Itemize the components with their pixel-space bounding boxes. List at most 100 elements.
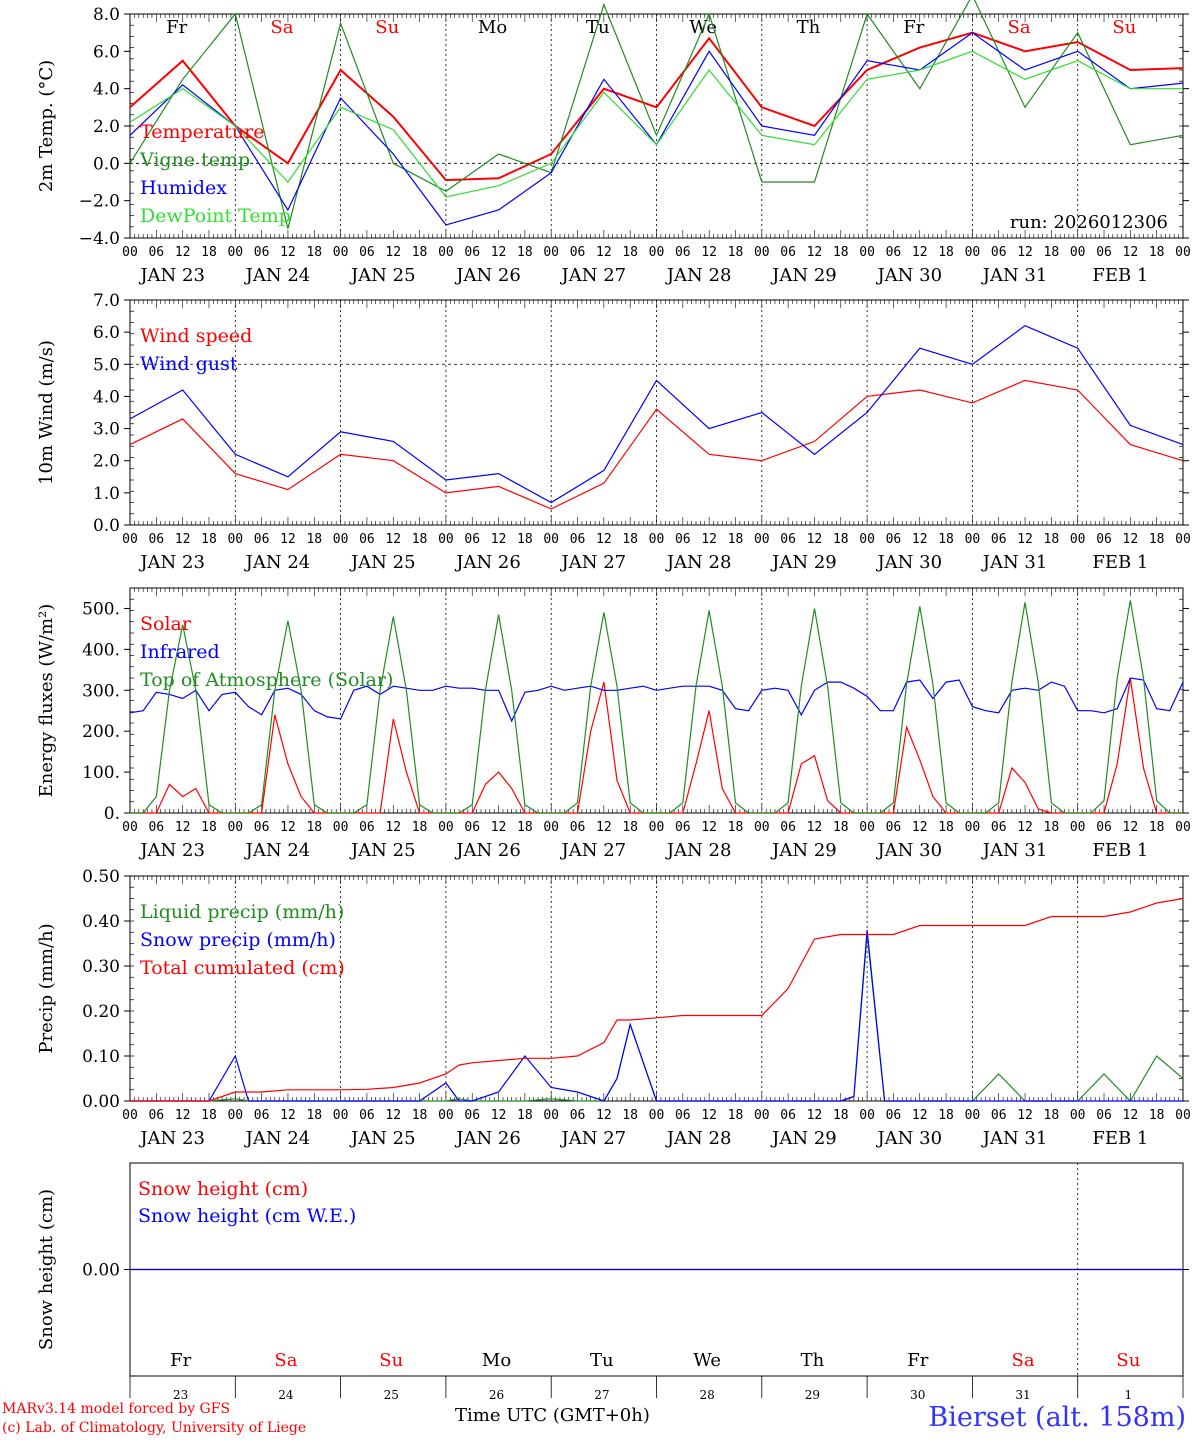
x-hour-label: 06 (991, 532, 1007, 547)
x-hour-label: 06 (464, 245, 480, 260)
x-hour-label: 00 (754, 532, 770, 547)
x-hour-label: 00 (122, 245, 138, 260)
legend-entry: Snow height (cm) (138, 1178, 308, 1200)
x-hour-label: 12 (1017, 1108, 1033, 1123)
x-hour-label: 06 (991, 245, 1007, 260)
x-hour-label: 06 (359, 820, 375, 835)
x-hour-label: 12 (701, 1108, 717, 1123)
x-hour-label: 00 (333, 245, 349, 260)
x-hour-label: 18 (728, 1108, 744, 1123)
x-hour-label: 18 (412, 245, 428, 260)
legend-entry: Solar (140, 613, 192, 635)
y-tick-label: 6.0 (93, 323, 120, 343)
y-tick-label: 4.0 (93, 387, 120, 407)
weekday-label: Fr (907, 1350, 928, 1371)
weekday-label: Tu (590, 1350, 614, 1371)
x-hour-label: 12 (491, 245, 507, 260)
y-tick-label: 0.00 (82, 1092, 120, 1112)
x-hour-label: 12 (385, 532, 401, 547)
y-tick-label: 300. (82, 681, 120, 701)
day-number-label: 28 (700, 1388, 715, 1402)
x-date-label: JAN 27 (560, 1128, 627, 1149)
y-tick-label: 0.0 (93, 516, 120, 536)
legend-entry: Vigne temp (139, 149, 250, 171)
weekday-label: Mo (482, 1350, 511, 1371)
day-number-label: 30 (910, 1388, 925, 1402)
x-hour-label: 18 (412, 1108, 428, 1123)
x-date-label: JAN 28 (665, 265, 732, 286)
legend-entry: Humidex (140, 177, 227, 199)
y-tick-label: 8.0 (93, 5, 120, 25)
credit-line-1: MARv3.14 model forced by GFS (2, 1401, 231, 1417)
x-hour-label: 00 (1175, 820, 1191, 835)
x-hour-label: 06 (148, 1108, 164, 1123)
x-hour-label: 12 (1017, 532, 1033, 547)
series-line-total-cumulated-cm- (130, 897, 1184, 1102)
x-hour-label: 18 (1044, 820, 1060, 835)
x-hour-label: 00 (859, 820, 875, 835)
x-hour-label: 00 (1175, 1108, 1191, 1123)
x-hour-label: 06 (675, 532, 691, 547)
x-hour-label: 18 (1149, 1108, 1165, 1123)
y-tick-label: 0.50 (82, 867, 120, 887)
x-date-label: JAN 26 (454, 552, 521, 573)
x-hour-label: 00 (543, 245, 559, 260)
x-hour-label: 12 (385, 1108, 401, 1123)
x-hour-label: 06 (991, 1108, 1007, 1123)
x-date-label: JAN 30 (875, 1128, 942, 1149)
x-hour-label: 18 (1149, 532, 1165, 547)
weekday-label: Fr (166, 17, 187, 38)
x-date-label: JAN 26 (454, 1128, 521, 1149)
x-hour-label: 06 (675, 245, 691, 260)
x-hour-label: 18 (833, 245, 849, 260)
x-hour-label: 06 (359, 532, 375, 547)
x-hour-label: 12 (1123, 245, 1139, 260)
series-line-wind-speed (129, 379, 1184, 510)
x-hour-label: 18 (201, 532, 217, 547)
x-date-label: JAN 23 (138, 265, 205, 286)
x-hour-label: 18 (306, 532, 322, 547)
x-hour-label: 18 (517, 532, 533, 547)
x-hour-label: 06 (359, 1108, 375, 1123)
x-date-label: FEB 1 (1092, 1128, 1148, 1149)
x-hour-label: 12 (807, 820, 823, 835)
x-date-label: JAN 25 (349, 1128, 416, 1149)
x-hour-label: 18 (728, 245, 744, 260)
x-hour-label: 06 (254, 532, 270, 547)
x-hour-label: 06 (570, 245, 586, 260)
x-hour-label: 18 (938, 820, 954, 835)
x-date-label: JAN 24 (244, 840, 311, 861)
x-hour-label: 18 (622, 245, 638, 260)
series-line-humidex (129, 31, 1184, 226)
x-hour-label: 00 (543, 532, 559, 547)
x-hour-label: 18 (728, 532, 744, 547)
x-date-label: JAN 29 (770, 265, 837, 286)
x-hour-label: 12 (175, 820, 191, 835)
weekday-label: Tu (586, 17, 610, 38)
x-date-label: JAN 24 (244, 1128, 311, 1149)
x-hour-label: 12 (701, 532, 717, 547)
x-hour-label: 06 (780, 245, 796, 260)
legend-entry: Wind speed (140, 325, 252, 347)
y-tick-label: 3.0 (93, 420, 120, 440)
x-hour-label: 06 (254, 820, 270, 835)
x-hour-label: 00 (543, 820, 559, 835)
weekday-label: Th (801, 1350, 825, 1371)
legend-entry: Total cumulated (cm) (140, 957, 345, 979)
x-hour-label: 06 (1096, 820, 1112, 835)
x-hour-label: 12 (596, 820, 612, 835)
weekday-label: We (693, 1350, 721, 1371)
x-hour-label: 12 (491, 1108, 507, 1123)
y-tick-label: 7.0 (93, 291, 120, 311)
y-tick-label: 0.30 (82, 957, 120, 977)
x-hour-label: 18 (1149, 245, 1165, 260)
x-date-label: JAN 26 (454, 840, 521, 861)
x-hour-label: 18 (622, 1108, 638, 1123)
x-hour-label: 00 (649, 245, 665, 260)
weekday-label: Su (375, 17, 399, 38)
x-date-label: JAN 23 (138, 840, 205, 861)
x-hour-label: 00 (754, 1108, 770, 1123)
x-hour-label: 18 (517, 1108, 533, 1123)
x-hour-label: 00 (438, 820, 454, 835)
